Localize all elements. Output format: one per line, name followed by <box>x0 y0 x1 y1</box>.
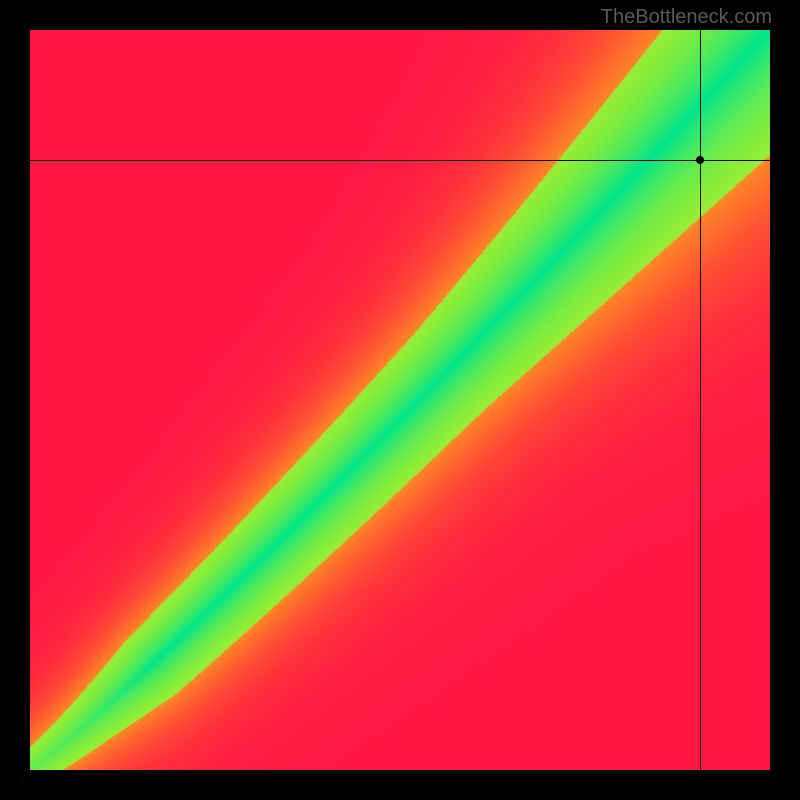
crosshair-vertical <box>700 30 701 770</box>
heatmap-canvas <box>30 30 770 770</box>
watermark-text: TheBottleneck.com <box>601 6 772 29</box>
heatmap-plot <box>30 30 770 770</box>
crosshair-horizontal <box>30 160 770 161</box>
crosshair-marker <box>696 156 704 164</box>
